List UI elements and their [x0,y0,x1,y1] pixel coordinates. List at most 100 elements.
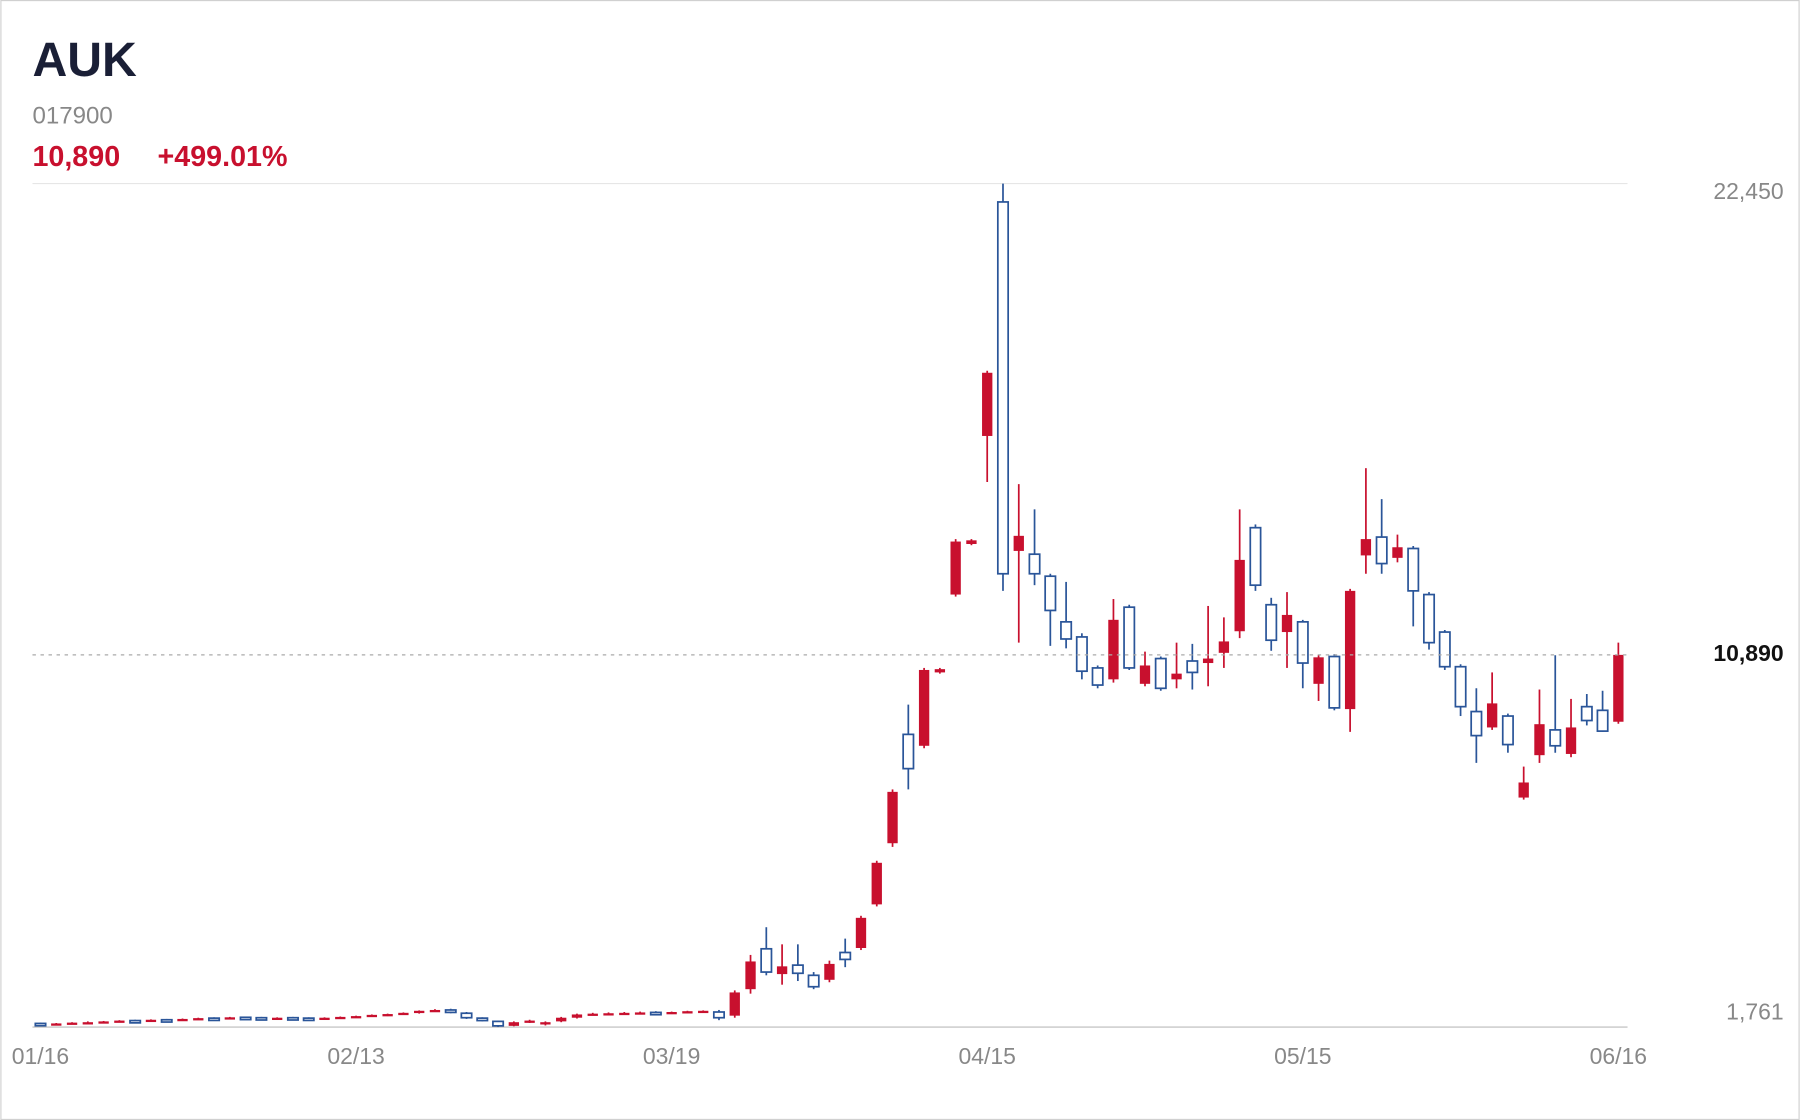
x-tick-label: 06/16 [1590,1043,1647,1069]
candle-body [1392,547,1403,558]
candle-body [1186,660,1199,674]
candle-body [1534,724,1545,756]
candle-body [1296,620,1309,664]
candle-body [382,1014,393,1017]
candle-body [272,1017,283,1021]
candle-body [1171,673,1182,680]
candle-body [1360,539,1372,556]
candle-body [208,1017,221,1022]
candle-body [1234,559,1245,632]
candle-body [807,974,820,988]
candle-body [1438,631,1451,668]
candle-body [82,1022,93,1025]
candle-body [1328,655,1341,709]
candle-body [66,1022,78,1025]
candle-body [508,1022,520,1026]
chart-title: AUK [32,33,137,87]
candle-body [682,1011,693,1014]
candle-body [1518,782,1529,798]
candle-body [934,669,946,673]
candle-body [571,1014,583,1018]
candle-body [1596,709,1609,732]
candle-body [1013,535,1024,551]
candle-body [760,947,773,973]
candle-body [745,961,756,990]
y-tick-label: 1,761 [1726,998,1783,1024]
candle-body [1060,620,1073,640]
candle-body [145,1019,157,1023]
candle-body [791,964,804,975]
x-tick-label: 03/19 [643,1043,700,1069]
x-tick-label: 05/15 [1274,1043,1331,1069]
candle-body [1565,727,1577,754]
candle-body [540,1022,551,1025]
candle-body [51,1023,62,1026]
candle-body [98,1021,109,1024]
change: +499.01% [158,141,288,173]
candle-body [776,966,788,975]
candle-body [649,1011,662,1016]
candle-body [286,1016,299,1021]
candle-body [1613,654,1624,722]
x-tick-label: 04/15 [959,1043,1016,1069]
candle-body [634,1012,646,1015]
candle-body [666,1012,677,1015]
candle-body [918,669,930,746]
x-tick-label: 01/16 [12,1043,69,1069]
candle-body [839,951,852,961]
candle-body [1281,614,1293,633]
candle-body [1375,536,1388,565]
candle-body [177,1018,188,1022]
candle-body [966,540,977,544]
candle-body [887,791,898,844]
candle-body [1091,667,1104,686]
candle-body [302,1017,315,1022]
x-tick-label: 02/13 [327,1043,384,1069]
candle-body [1154,657,1167,690]
candle-body [1139,665,1151,684]
candle-body [476,1017,489,1022]
candle-body [996,201,1010,575]
last-price-label: 10,890 [1713,640,1783,666]
candle-body [1028,553,1041,575]
candle-body [319,1017,330,1021]
price: 10,890 [32,141,120,173]
candle-body [1344,590,1356,710]
candle-body [1218,641,1230,653]
candle-body [1202,658,1214,664]
candle-body [824,963,835,980]
candle-body [1313,657,1324,684]
candle-body [414,1010,425,1014]
candle-body [950,541,961,595]
candle-body [366,1014,378,1018]
candle-body [1470,710,1483,737]
candle-body [114,1020,125,1023]
candle-body [129,1019,142,1024]
candle-body [398,1012,409,1016]
candle-body [524,1020,535,1023]
candle-body [855,917,867,949]
candle-body [193,1018,204,1021]
candle-body [698,1010,709,1014]
candle-body [1501,715,1514,746]
candle-body [460,1012,473,1019]
candle-body [1265,603,1278,642]
candle-body [603,1013,614,1016]
candle-body [619,1012,630,1016]
candle-body [902,733,915,770]
candle-body [492,1020,505,1027]
candle-body [1044,575,1057,612]
candle-body [239,1016,252,1021]
candle-body [429,1009,441,1013]
candle-body [224,1017,235,1020]
candle-body [1422,593,1436,644]
candle-body [34,1022,47,1027]
candle-body [712,1011,726,1019]
candle-body [350,1016,362,1019]
candle-body [335,1016,346,1020]
candle-body [556,1017,567,1022]
candle-body [1407,547,1420,592]
candle-body [1580,705,1593,722]
